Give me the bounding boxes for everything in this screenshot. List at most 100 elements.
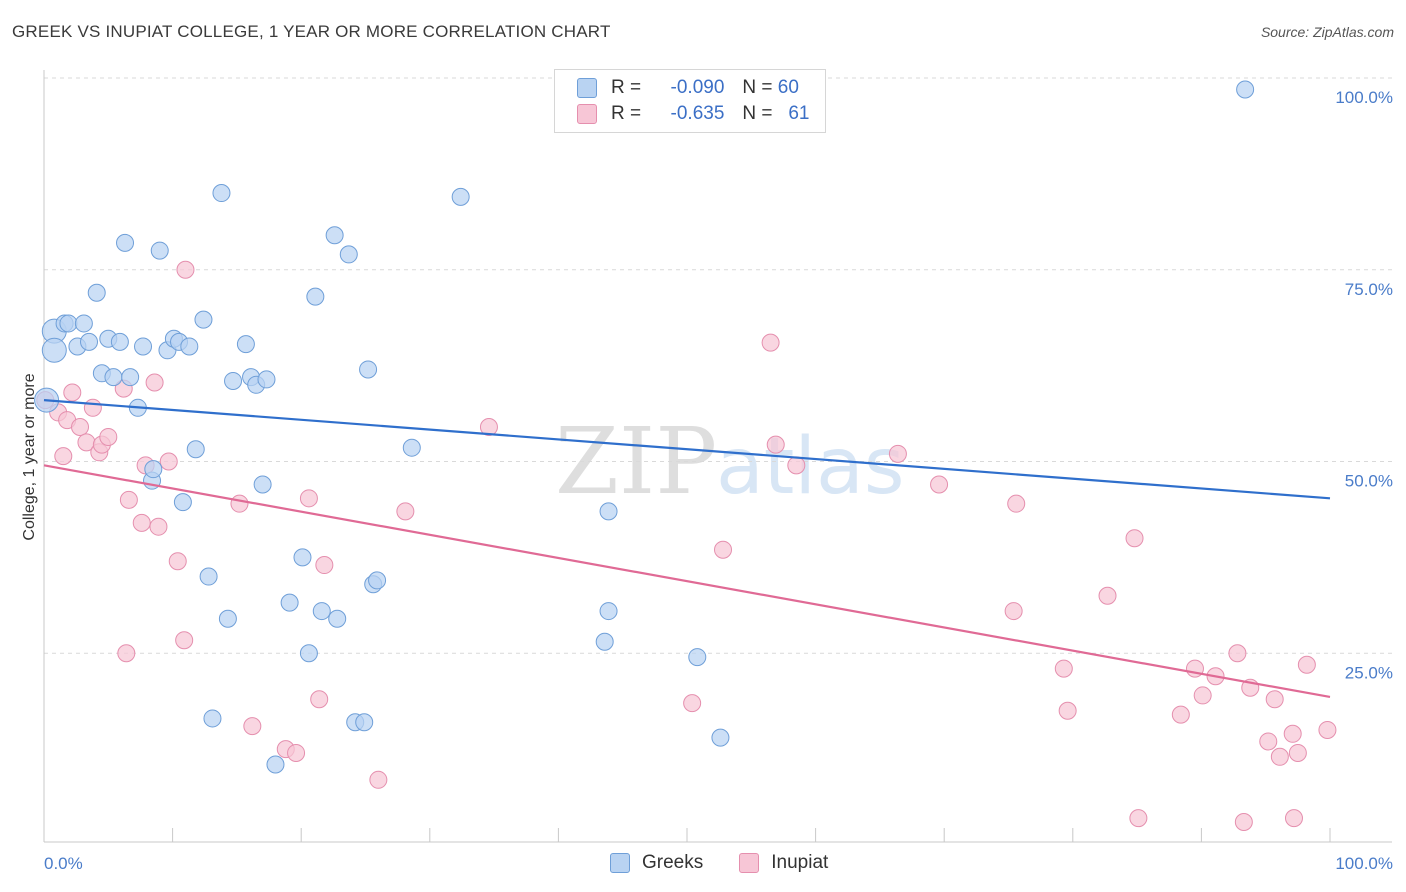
greeks-point	[1236, 80, 1255, 99]
inupiat-point	[175, 631, 194, 650]
inupiat-point	[1007, 494, 1026, 513]
greeks-point	[41, 337, 67, 363]
legend-row-greeks: R = -0.090 N = 60	[577, 76, 799, 100]
inupiat-point	[145, 373, 164, 392]
greeks-point	[328, 609, 347, 628]
watermark-atlas: atlas	[716, 422, 905, 512]
greeks-point	[293, 548, 312, 567]
inupiat-point	[243, 717, 262, 736]
inupiat-point	[287, 743, 306, 762]
greeks-point	[80, 332, 99, 351]
chart-source: Source: ZipAtlas.com	[1260, 24, 1394, 40]
inupiat-point	[1265, 690, 1284, 709]
y-tick-label-100: 100.0%	[1335, 88, 1393, 107]
inupiat-point	[1259, 732, 1278, 751]
inupiat-point	[1004, 602, 1023, 621]
greeks-point	[212, 184, 231, 203]
inupiat-point	[99, 427, 118, 446]
greeks-points	[34, 69, 1255, 774]
legend-row-inupiat: R = -0.635 N = 61	[577, 102, 809, 126]
inupiat-point	[766, 435, 785, 454]
greeks-point	[180, 337, 199, 356]
inupiat-point	[132, 513, 151, 532]
greeks-point	[224, 371, 243, 390]
greeks-legend-swatch	[610, 853, 630, 873]
greeks-point	[688, 648, 707, 667]
greeks-point	[59, 314, 78, 333]
greeks-point	[359, 360, 378, 379]
y-axis-label: College, 1 year or more	[21, 373, 38, 540]
greeks-point	[116, 233, 135, 252]
greeks-point	[218, 609, 237, 628]
greeks-point	[144, 460, 163, 479]
inupiat-point	[149, 517, 168, 536]
greeks-r-value: -0.090	[670, 77, 725, 98]
inupiat-point	[117, 644, 136, 663]
inupiat-trend-line	[43, 464, 1331, 699]
greeks-point	[599, 602, 618, 621]
inupiat-n-label: N =	[742, 103, 773, 124]
inupiat-point	[1318, 720, 1337, 739]
inupiat-point	[299, 489, 318, 508]
y-tick-label-25: 25.0%	[1345, 663, 1393, 682]
inupiat-point	[396, 502, 415, 521]
x-ticks	[43, 828, 1331, 842]
greeks-legend-label: Greeks	[642, 852, 704, 873]
correlation-legend: R = -0.090 N = 60 R = -0.635 N = 61	[554, 69, 826, 133]
inupiat-point	[1284, 809, 1303, 828]
inupiat-n-value: 61	[788, 103, 810, 124]
greeks-point	[368, 571, 387, 590]
greeks-n-label: N =	[742, 77, 773, 98]
greeks-point	[312, 602, 331, 621]
greeks-r-label: R =	[611, 77, 642, 98]
inupiat-point	[930, 475, 949, 494]
trend-lines	[43, 399, 1331, 699]
inupiat-point	[761, 333, 780, 352]
greeks-point	[87, 283, 106, 302]
inupiat-point	[119, 490, 138, 509]
inupiat-point	[1297, 655, 1316, 674]
inupiat-swatch	[577, 104, 597, 124]
inupiat-point	[1125, 529, 1144, 548]
chart-title: GREEK VS INUPIAT COLLEGE, 1 YEAR OR MORE…	[12, 22, 611, 41]
inupiat-point	[787, 456, 806, 475]
inupiat-point	[1098, 586, 1117, 605]
greeks-point	[253, 475, 272, 494]
greeks-trend-line	[43, 399, 1331, 500]
greeks-point	[280, 593, 299, 612]
inupiat-point	[71, 417, 90, 436]
greeks-point	[595, 632, 614, 651]
greeks-point	[203, 709, 222, 728]
inupiat-point	[1171, 705, 1190, 724]
inupiat-r-label: R =	[611, 103, 642, 124]
greeks-point	[306, 287, 325, 306]
inupiat-point	[1270, 747, 1289, 766]
inupiat-point	[1129, 809, 1148, 828]
greeks-point	[339, 245, 358, 264]
inupiat-point	[83, 398, 102, 417]
greeks-point	[599, 502, 618, 521]
x-tick-labels: 0.0% 100.0%	[44, 854, 1393, 873]
greeks-point	[355, 713, 374, 732]
y-tick-label-75: 75.0%	[1345, 280, 1393, 299]
series-legend: Greeks Inupiat	[610, 852, 864, 874]
inupiat-point	[888, 444, 907, 463]
inupiat-point	[159, 452, 178, 471]
series-legend-greeks: Greeks	[610, 852, 703, 874]
inupiat-point	[230, 494, 249, 513]
inupiat-point	[1058, 701, 1077, 720]
axes	[43, 70, 1392, 843]
greeks-point	[451, 187, 470, 206]
greeks-point	[257, 370, 276, 389]
inupiat-legend-swatch	[739, 853, 760, 873]
greeks-point	[121, 368, 140, 387]
greeks-point	[236, 335, 255, 354]
greeks-point	[134, 337, 153, 356]
x-tick-label-min: 0.0%	[44, 854, 83, 873]
y-tick-labels: 25.0% 50.0% 75.0% 100.0%	[1335, 88, 1393, 682]
inupiat-point	[54, 447, 73, 466]
greeks-point	[299, 644, 318, 663]
series-legend-inupiat: Inupiat	[739, 852, 828, 874]
inupiat-point	[1283, 724, 1302, 743]
